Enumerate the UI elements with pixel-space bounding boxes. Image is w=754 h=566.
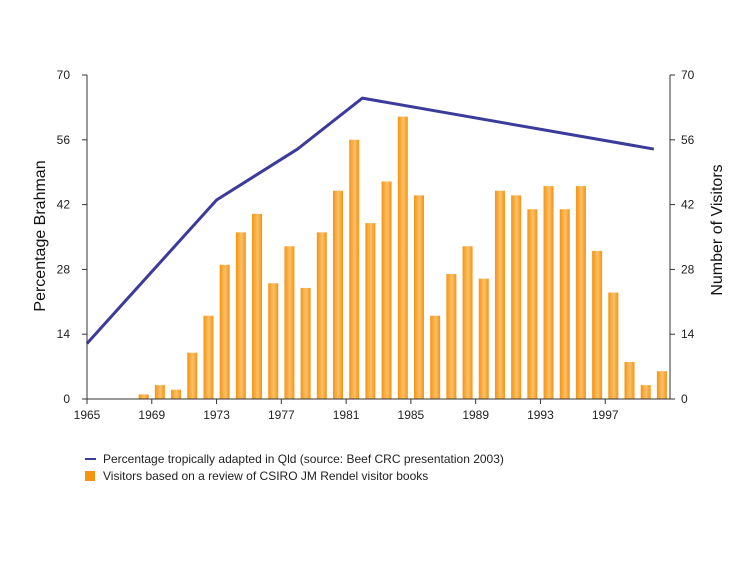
legend-item-bars: Visitors based on a review of CSIRO JM R… [85,467,504,484]
legend: Percentage tropically adapted in Qld (so… [85,450,504,484]
x-tick-label: 1973 [203,408,230,422]
bar [203,315,214,399]
y-tick-label-right: 42 [681,198,695,212]
bar [608,292,619,399]
legend-bar-swatch [85,470,95,481]
bar [575,186,586,399]
bar [235,232,246,399]
legend-bar-label: Visitors based on a review of CSIRO JM R… [103,468,429,483]
y-tick-label-right: 28 [681,262,695,276]
bar [446,274,457,399]
y-tick-label-left: 56 [57,133,71,147]
bar [252,213,263,399]
y-axis-title-left: Percentage Brahman [32,160,49,311]
y-tick-label-right: 56 [681,133,695,147]
axes: 0 14 28 42 56 70 0 14 28 42 56 70 1965 1969 1973 1977 19… [57,68,695,422]
bar [349,139,360,400]
line-series [85,96,655,345]
y-axis-title-right: Number of Visitors [709,164,726,295]
y-tick-label-right: 70 [681,68,695,82]
line-path [85,96,655,345]
bar [219,264,230,399]
legend-line-swatch [85,457,96,460]
bar [494,190,505,399]
legend-line-label: Percentage tropically adapted in Qld (so… [103,451,504,466]
y-tick-label-left: 42 [57,198,71,212]
bar [154,385,165,399]
bar [365,223,376,399]
bar [430,315,441,399]
bar [397,116,408,400]
y-tick-label-right: 14 [681,327,695,341]
bar [462,246,473,399]
bar [413,195,424,399]
bar [543,186,554,399]
bar [333,190,344,399]
y-tick-label-left: 70 [57,68,71,82]
x-tick-label: 1969 [138,408,165,422]
bar [478,278,489,399]
x-tick-label: 1985 [398,408,425,422]
bar [300,287,311,399]
y-tick-label-left: 28 [57,262,71,276]
bar [187,352,198,399]
y-tick-label-left: 0 [63,392,70,406]
y-tick-label-right: 0 [681,392,688,406]
x-tick-label: 1981 [333,408,360,422]
legend-item-line: Percentage tropically adapted in Qld (so… [85,450,504,467]
bar [624,361,635,399]
bar [511,195,522,399]
x-tick-label: 1989 [462,408,489,422]
bar [284,246,295,399]
bar [381,181,392,399]
bar [640,385,651,399]
x-tick-label: 1997 [592,408,619,422]
y-tick-label-left: 14 [57,327,71,341]
bar [316,232,327,399]
bar-series [138,116,667,400]
bar [527,209,538,399]
x-tick-label: 1965 [74,408,101,422]
bar [138,394,149,399]
bar [559,209,570,399]
x-tick-label: 1993 [527,408,554,422]
bar [171,389,182,399]
x-tick-label: 1977 [268,408,295,422]
bar [268,283,279,399]
bar [592,250,603,399]
bar [656,371,667,399]
